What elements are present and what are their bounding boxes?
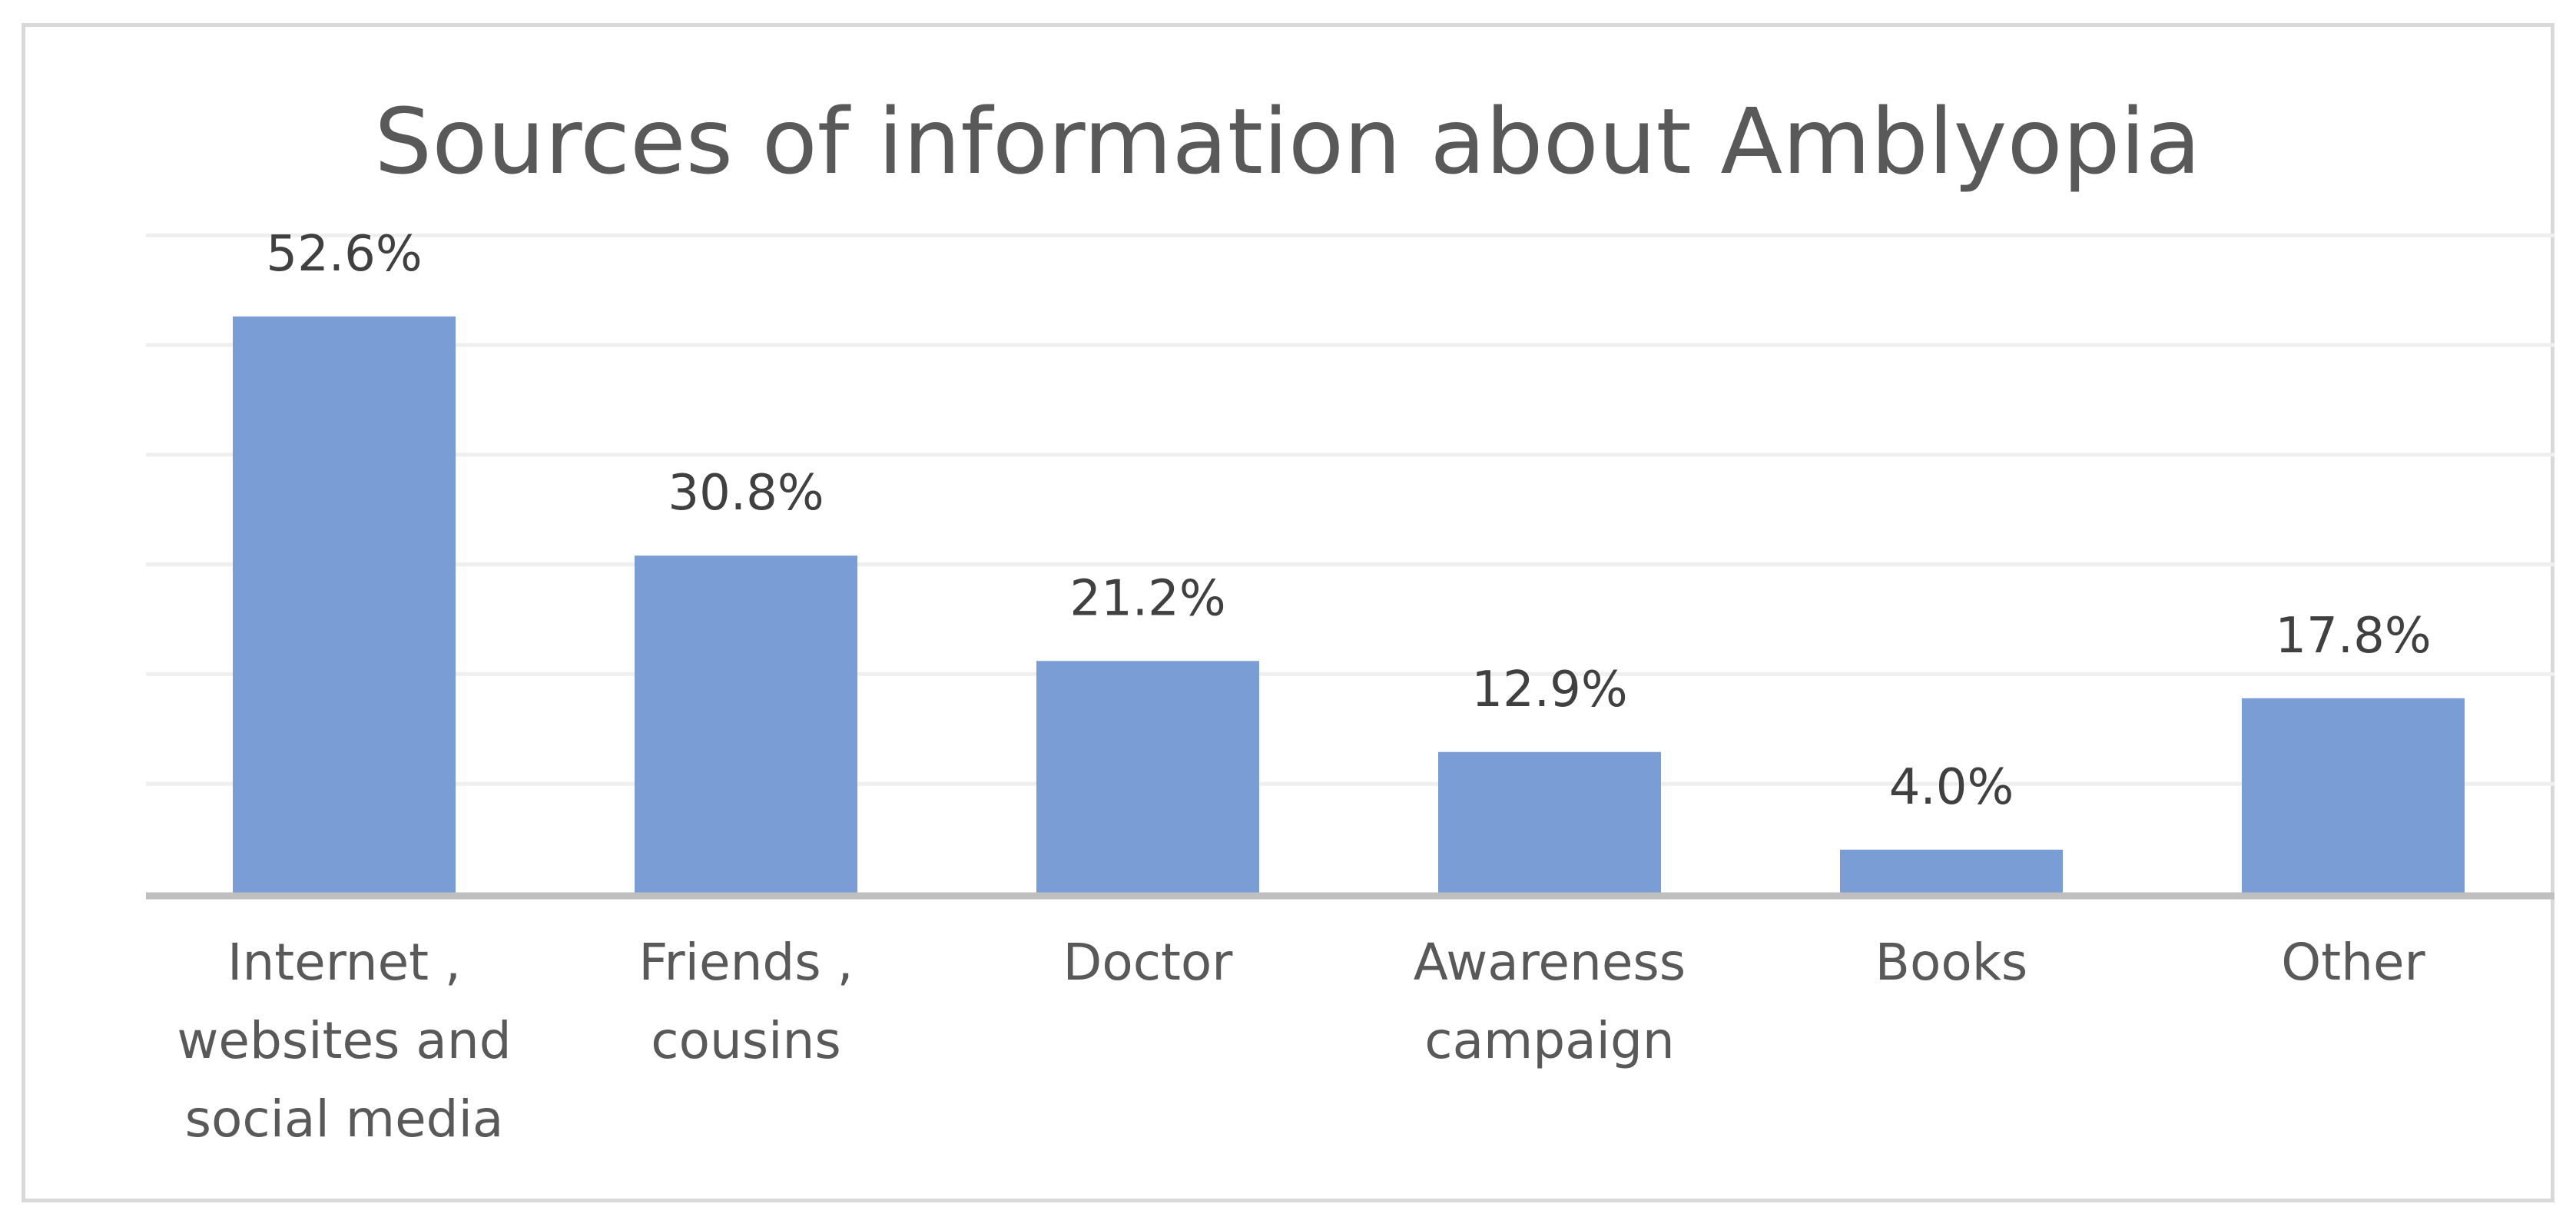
category-label-line: websites and — [177, 1011, 511, 1070]
category-labels: Internet , websites and social media Friend… — [177, 933, 2425, 1149]
category-label-line: Internet , — [227, 933, 461, 992]
data-label-4: 4.0% — [1889, 759, 2014, 816]
chart-title: Sources of information about Amblyopia — [374, 88, 2200, 194]
gridlines — [146, 233, 2554, 786]
data-labels: 52.6% 30.8% 21.2% 12.9% 4.0% 17.8% — [266, 226, 2431, 816]
data-label-5: 17.8% — [2275, 608, 2431, 665]
bar-1 — [635, 555, 857, 894]
category-label-3: Awareness campaign — [1414, 933, 1686, 1070]
bar-3 — [1438, 751, 1661, 894]
bar-2 — [1036, 661, 1259, 894]
category-label-line: social media — [185, 1089, 504, 1149]
data-label-1: 30.8% — [668, 465, 824, 522]
bar-5 — [2242, 698, 2465, 894]
data-label-3: 12.9% — [1471, 662, 1627, 718]
category-label-line: Other — [2281, 933, 2425, 992]
category-label-line: campaign — [1424, 1011, 1674, 1070]
bar-0 — [233, 316, 456, 894]
category-label-5: Other — [2281, 933, 2425, 992]
category-label-line: Friends , — [638, 933, 853, 992]
category-label-line: Awareness — [1414, 933, 1686, 992]
data-label-2: 21.2% — [1069, 570, 1225, 627]
data-label-0: 52.6% — [266, 226, 422, 283]
bars — [233, 316, 2465, 894]
category-label-4: Books — [1875, 933, 2028, 992]
bar-4 — [1840, 849, 2063, 894]
category-label-0: Internet , websites and social media — [177, 933, 511, 1149]
category-label-2: Doctor — [1063, 933, 1234, 992]
category-label-line: Doctor — [1063, 933, 1234, 992]
category-label-line: cousins — [651, 1011, 840, 1070]
category-label-line: Books — [1875, 933, 2028, 992]
category-label-1: Friends , cousins — [638, 933, 853, 1070]
